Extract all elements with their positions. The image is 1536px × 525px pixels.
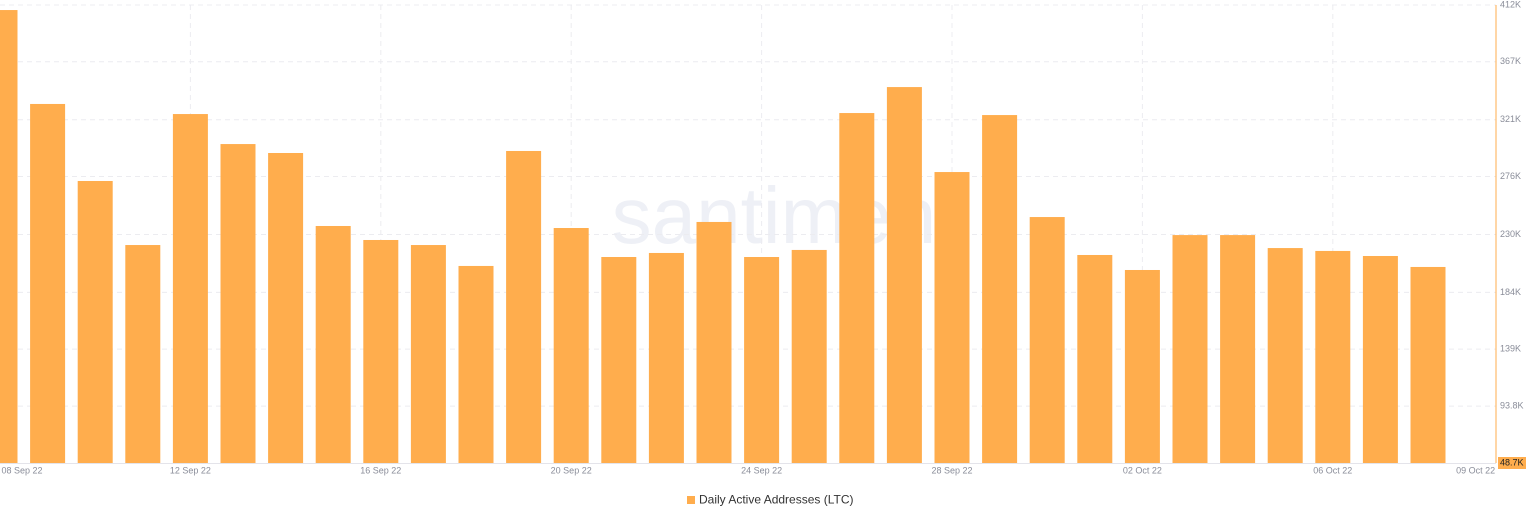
bar [0,10,18,464]
bar [744,257,780,463]
x-tick-label: 12 Sep 22 [170,465,211,475]
bar [363,239,399,463]
bar [1410,266,1446,463]
y-tick-label: 139K [1500,344,1521,354]
legend-label: Daily Active Addresses (LTC) [699,493,854,507]
bar [696,221,732,463]
bar [1077,254,1113,463]
bar [125,245,161,463]
bar [1124,269,1160,463]
x-tick-label: 09 Oct 22 [1456,465,1495,475]
y-tick-label: 93.8K [1500,401,1524,411]
bar [410,245,446,463]
x-tick-label: 06 Oct 22 [1313,465,1352,475]
bar [506,150,542,463]
bar [839,113,875,463]
x-tick-label: 16 Sep 22 [360,465,401,475]
bar [77,180,113,463]
bar [1029,217,1065,463]
x-tick-label: 28 Sep 22 [931,465,972,475]
y-tick-label: 321K [1500,114,1521,124]
x-tick-label: 24 Sep 22 [741,465,782,475]
bar [791,249,827,463]
y-tick-label: 230K [1500,229,1521,239]
bar [1362,255,1398,463]
bar [268,153,304,463]
bar [1315,250,1351,463]
y-tick-highlight [1498,457,1526,469]
y-tick-label: 48.7K [1500,457,1524,467]
y-tick-label: 412K [1500,0,1521,9]
y-tick-label: 276K [1500,171,1521,181]
bar [601,257,637,463]
y-tick-label: 367K [1500,56,1521,66]
bar [30,103,66,464]
bar [934,172,970,463]
bar [553,228,589,463]
bar [315,225,351,463]
x-tick-label: 02 Oct 22 [1123,465,1162,475]
x-tick-label: 20 Sep 22 [551,465,592,475]
bar [982,115,1018,463]
legend-swatch [687,496,695,504]
y-tick-label: 184K [1500,287,1521,297]
bar [648,252,684,463]
bar [1267,248,1303,463]
bar [1172,235,1208,463]
bar [172,114,208,464]
x-tick-label: 08 Sep 22 [1,465,42,475]
bar [458,265,494,463]
bar [220,144,256,464]
bar [1220,235,1256,463]
bar [886,87,922,463]
